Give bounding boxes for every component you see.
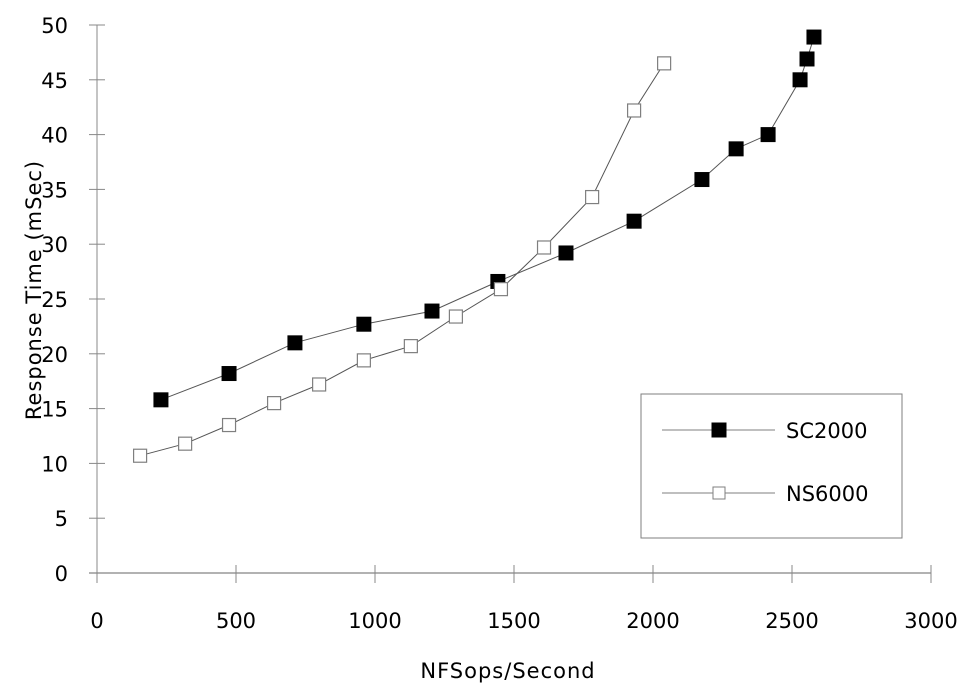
x-tick-label: 1500 xyxy=(487,609,540,633)
series-ns6000 xyxy=(132,56,672,463)
filled-square-marker-icon xyxy=(711,422,727,438)
data-point xyxy=(728,141,744,157)
x-tick-label: 500 xyxy=(216,609,256,633)
x-tick-label: 3000 xyxy=(904,609,957,633)
x-tick-label: 0 xyxy=(90,609,103,633)
x-tick-label: 2500 xyxy=(765,609,818,633)
data-point xyxy=(694,172,710,188)
y-tick-label: 20 xyxy=(41,343,68,367)
y-tick-label: 0 xyxy=(55,562,68,586)
y-axis: 0 5 10 15 20 25 30 35 40 45 50 xyxy=(41,14,105,586)
data-point xyxy=(536,240,552,255)
data-point xyxy=(424,303,440,319)
x-tick-label: 1000 xyxy=(348,609,401,633)
data-point xyxy=(221,366,237,382)
data-point xyxy=(799,51,815,67)
y-axis-title: Response Time (mSec) xyxy=(22,160,46,420)
y-tick-label: 40 xyxy=(41,124,68,148)
legend-box xyxy=(640,393,903,539)
data-point xyxy=(626,103,642,118)
x-axis: 0 500 1000 1500 2000 2500 3000 xyxy=(89,565,958,633)
legend-item-sc2000: SC2000 xyxy=(662,419,867,443)
data-point xyxy=(153,392,169,408)
x-axis-title: NFSops/Second xyxy=(420,659,595,683)
y-tick-label: 25 xyxy=(41,288,68,312)
data-point xyxy=(287,335,303,351)
legend: SC2000 NS6000 xyxy=(640,393,903,539)
series-sc2000 xyxy=(153,29,822,408)
y-tick-label: 50 xyxy=(41,14,68,38)
y-tick-label: 30 xyxy=(41,233,68,257)
data-point xyxy=(356,316,372,332)
y-tick-label: 5 xyxy=(55,507,68,531)
legend-label-ns6000: NS6000 xyxy=(786,482,868,506)
data-point xyxy=(806,29,822,45)
x-tick-label: 2000 xyxy=(626,609,679,633)
legend-label-sc2000: SC2000 xyxy=(786,419,867,443)
data-point xyxy=(448,309,463,324)
y-tick-label: 45 xyxy=(41,69,68,93)
data-point xyxy=(403,339,418,354)
data-point xyxy=(626,213,642,229)
data-point xyxy=(266,396,282,411)
data-point xyxy=(178,436,193,451)
data-point xyxy=(132,448,148,463)
data-point xyxy=(657,56,672,71)
legend-item-ns6000: NS6000 xyxy=(662,482,868,506)
data-point xyxy=(585,189,600,205)
data-point xyxy=(792,72,808,88)
data-point xyxy=(760,127,776,143)
y-tick-label: 15 xyxy=(41,398,68,422)
data-point xyxy=(493,282,509,297)
data-point xyxy=(356,353,371,368)
data-point xyxy=(312,377,327,392)
y-tick-label: 10 xyxy=(41,452,68,476)
hollow-square-marker-icon xyxy=(712,486,726,500)
data-point xyxy=(558,245,574,261)
series-layer xyxy=(132,29,822,463)
y-tick-label: 35 xyxy=(41,178,68,202)
data-point xyxy=(221,417,237,433)
